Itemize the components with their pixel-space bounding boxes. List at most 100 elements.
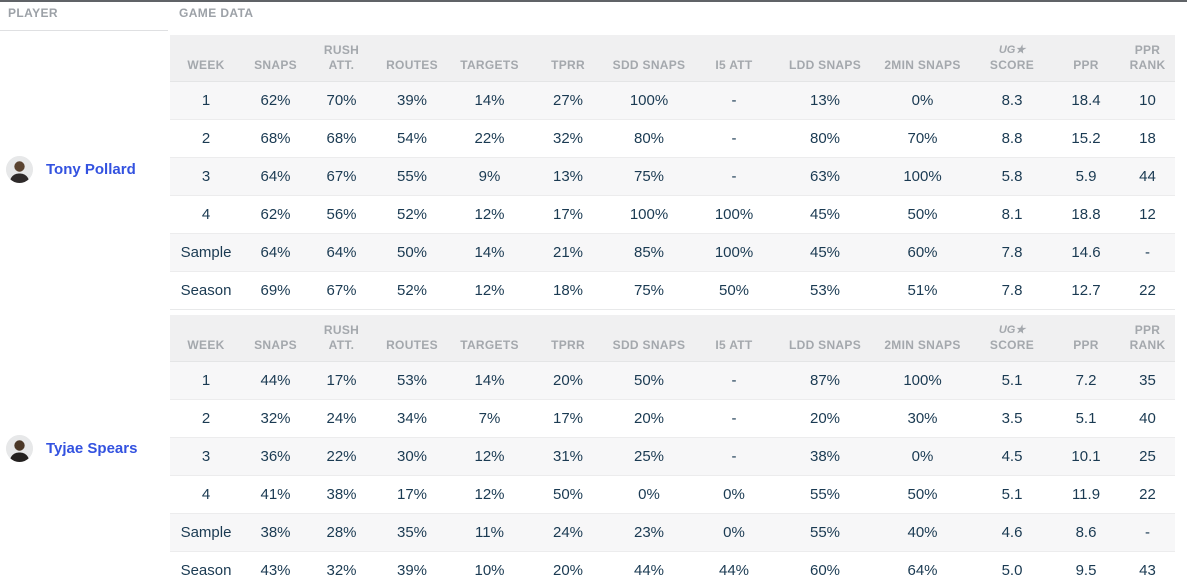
cell-snaps: 62% (242, 80, 309, 119)
player-avatar (6, 156, 33, 183)
cell-ldd-snaps: 13% (777, 80, 873, 119)
cell-sdd-snaps: 80% (607, 118, 691, 157)
column-header-ppr-rank: PPR RANK (1120, 315, 1175, 361)
table-row: 1 44% 17% 53% 14% 20% 50% -87% 100% 5.1 7.2 35 (170, 360, 1175, 399)
cell-rush-att: 70% (309, 80, 374, 119)
cell-ppr-rank: 43 (1120, 550, 1175, 580)
column-header-text: TARGETS (460, 57, 519, 72)
column-header-text: PPR (1073, 337, 1099, 352)
cell-tprr: 20% (529, 360, 607, 399)
cell-targets: 12% (450, 270, 529, 309)
cell-tprr: 31% (529, 436, 607, 475)
cell-i5-att: - (691, 436, 777, 475)
column-header-text: ATT. (328, 57, 355, 72)
cell-snaps: 62% (242, 194, 309, 233)
cell-targets: 22% (450, 118, 529, 157)
cell-week: 3 (170, 156, 242, 195)
cell-i5-att: 50% (691, 270, 777, 309)
column-header-week: WEEK (170, 35, 242, 81)
cell-week: 3 (170, 436, 242, 475)
cell-snaps: 69% (242, 270, 309, 309)
cell-week: 1 (170, 360, 242, 399)
cell-rush-att: 22% (309, 436, 374, 475)
column-header-ug-score: UG★ SCORE (972, 35, 1052, 81)
cell-2min-snaps: 0% (873, 436, 972, 475)
cell-2min-snaps: 0% (873, 80, 972, 119)
player-headshot-icon (6, 156, 33, 183)
game-data-table-tony-pollard: WEEK SNAPS RUSH ATT. ROUTES TARGETS TPRR SDD SN… (170, 35, 1175, 310)
cell-ppr: 14.6 (1052, 232, 1120, 271)
column-header-text: SNAPS (254, 57, 297, 72)
cell-ppr: 5.9 (1052, 156, 1120, 195)
column-header-text: SNAPS (254, 337, 297, 352)
cell-week: 2 (170, 398, 242, 437)
player-row-tyjae-spears: Tyjae Spears (6, 435, 166, 462)
player-link-tyjae-spears[interactable]: Tyjae Spears (46, 440, 138, 457)
cell-routes: 55% (374, 156, 450, 195)
cell-ldd-snaps: 80% (777, 118, 873, 157)
cell-routes: 54% (374, 118, 450, 157)
cell-ppr-rank: 35 (1120, 360, 1175, 399)
cell-rush-att: 64% (309, 232, 374, 271)
cell-sdd-snaps: 44% (607, 550, 691, 580)
cell-ppr-rank: 22 (1120, 474, 1175, 513)
cell-routes: 52% (374, 194, 450, 233)
player-link-tony-pollard[interactable]: Tony Pollard (46, 161, 136, 178)
cell-2min-snaps: 100% (873, 156, 972, 195)
cell-ug-score: 8.1 (972, 194, 1052, 233)
cell-targets: 12% (450, 436, 529, 475)
cell-snaps: 43% (242, 550, 309, 580)
cell-ldd-snaps: 38% (777, 436, 873, 475)
cell-tprr: 32% (529, 118, 607, 157)
cell-snaps: 68% (242, 118, 309, 157)
cell-tprr: 20% (529, 550, 607, 580)
cell-ppr-rank: - (1120, 512, 1175, 551)
cell-snaps: 64% (242, 156, 309, 195)
cell-routes: 30% (374, 436, 450, 475)
cell-week: 4 (170, 194, 242, 233)
cell-routes: 52% (374, 270, 450, 309)
cell-2min-snaps: 50% (873, 194, 972, 233)
column-header-snaps: SNAPS (242, 35, 309, 81)
cell-sdd-snaps: 23% (607, 512, 691, 551)
cell-snaps: 32% (242, 398, 309, 437)
cell-sdd-snaps: 25% (607, 436, 691, 475)
cell-targets: 14% (450, 232, 529, 271)
cell-ug-score: 5.1 (972, 360, 1052, 399)
cell-ppr-rank: 10 (1120, 80, 1175, 119)
cell-ppr: 11.9 (1052, 474, 1120, 513)
cell-week: Season (170, 550, 242, 580)
cell-i5-att: 100% (691, 232, 777, 271)
cell-sdd-snaps: 100% (607, 80, 691, 119)
table-row: 2 68% 68% 54% 22% 32% 80% -80% 70% 8.8 15.2 18 (170, 118, 1175, 157)
column-header-text: TPRR (551, 57, 585, 72)
player-row-tony-pollard: Tony Pollard (6, 156, 166, 183)
cell-i5-att: - (691, 156, 777, 195)
cell-2min-snaps: 50% (873, 474, 972, 513)
cell-tprr: 17% (529, 194, 607, 233)
column-header-text: ROUTES (386, 337, 438, 352)
cell-ldd-snaps: 87% (777, 360, 873, 399)
column-header-text: LDD SNAPS (788, 337, 862, 352)
column-header-ldd-snaps: LDD SNAPS (777, 315, 873, 361)
cell-routes: 34% (374, 398, 450, 437)
cell-ug-score: 5.0 (972, 550, 1052, 580)
cell-sdd-snaps: 75% (607, 156, 691, 195)
cell-ppr-rank: 44 (1120, 156, 1175, 195)
cell-i5-att: 44% (691, 550, 777, 580)
cell-ppr-rank: 40 (1120, 398, 1175, 437)
cell-ldd-snaps: 55% (777, 474, 873, 513)
column-header-routes: ROUTES (374, 35, 450, 81)
cell-rush-att: 28% (309, 512, 374, 551)
cell-2min-snaps: 100% (873, 360, 972, 399)
cell-ppr: 7.2 (1052, 360, 1120, 399)
column-header-text: ROUTES (386, 57, 438, 72)
table-row: Season 43% 32% 39% 10% 20% 44% 44% 60% 64% 5.0 9.5 4… (170, 550, 1175, 580)
cell-targets: 11% (450, 512, 529, 551)
column-header-text: PPR (1134, 322, 1161, 337)
cell-rush-att: 67% (309, 270, 374, 309)
column-header-text: I5 ATT (715, 57, 753, 72)
table-row: 2 32% 24% 34% 7% 17% 20% -20% 30% 3.5 5.1 40 (170, 398, 1175, 437)
cell-tprr: 18% (529, 270, 607, 309)
column-header-text: PPR (1134, 42, 1161, 57)
